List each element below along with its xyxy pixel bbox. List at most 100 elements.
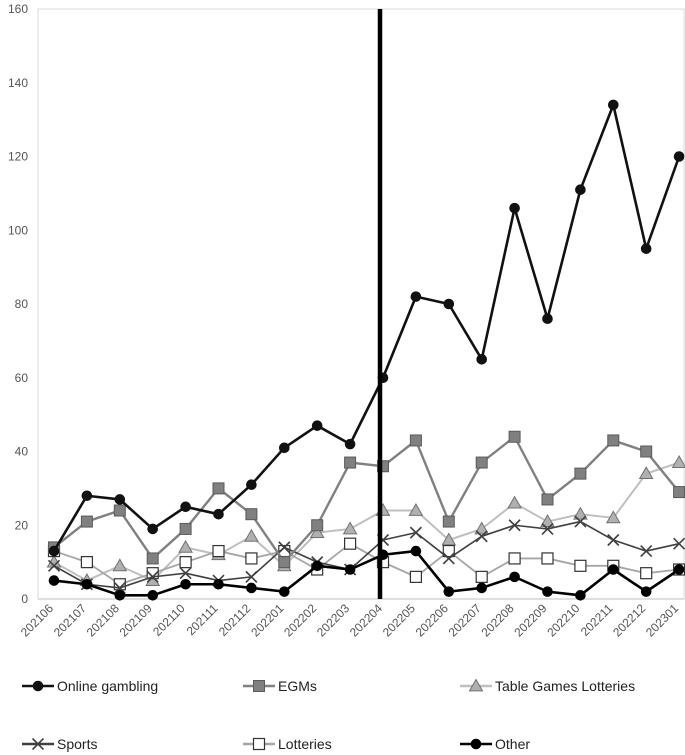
data-point-sports <box>574 515 587 528</box>
y-axis: 0 20 40 60 80 100 120 140 160 <box>8 2 28 606</box>
x-tick-label: 202112 <box>216 601 254 639</box>
data-point-lotteries <box>212 544 225 558</box>
data-point-egms <box>179 522 192 535</box>
data-point-lotteries <box>344 537 357 550</box>
data-point-online-gambling <box>279 442 290 454</box>
y-tick-label: 160 <box>8 2 28 16</box>
data-point-sports <box>508 519 521 532</box>
data-point-lotteries <box>80 556 94 569</box>
data-point-table-games-lotteries <box>244 528 259 542</box>
data-point-sports <box>47 559 61 572</box>
data-point-lotteries <box>113 578 126 591</box>
data-point-table-games-lotteries <box>112 558 128 572</box>
data-point-other <box>147 590 158 601</box>
data-point-sports <box>475 530 488 543</box>
x-tick-label: 202203 <box>314 601 352 639</box>
plot-frame <box>37 8 685 600</box>
data-point-table-games-lotteries <box>507 495 522 509</box>
data-point-online-gambling <box>509 202 520 214</box>
data-point-egms <box>574 467 587 480</box>
data-point-online-gambling <box>213 508 224 520</box>
y-tick-label: 140 <box>8 76 28 90</box>
data-point-table-games-lotteries <box>178 539 193 553</box>
x-tick-label: 202204 <box>347 601 385 639</box>
data-point-egms <box>607 434 620 447</box>
series-line-online-gambling <box>52 103 681 552</box>
data-point-egms <box>409 434 422 447</box>
data-point-online-gambling <box>246 479 257 490</box>
data-point-other <box>509 571 520 583</box>
series-line-other <box>53 549 680 597</box>
y-tick-label: 120 <box>8 150 28 164</box>
data-point-online-gambling <box>410 291 422 302</box>
data-point-other <box>640 586 652 597</box>
legend: Online gambling EGMs Table Games Lotteries… <box>22 678 635 752</box>
data-point-other <box>81 578 93 590</box>
legend-swatch-marker <box>470 738 482 750</box>
data-point-other <box>180 578 191 590</box>
data-point-lotteries <box>574 559 587 572</box>
data-point-lotteries <box>146 567 159 580</box>
legend-swatch-marker <box>468 678 484 692</box>
x-tick-label: 202106 <box>18 601 56 639</box>
data-point-table-games-lotteries <box>309 525 325 538</box>
data-point-egms <box>245 508 258 521</box>
x-tick-label: 202208 <box>479 601 517 639</box>
data-point-lotteries <box>508 552 521 565</box>
series-other <box>48 545 685 601</box>
x-tick-label: 202209 <box>511 601 549 639</box>
data-point-table-games-lotteries <box>46 554 62 568</box>
x-tick-label: 202301 <box>643 601 681 639</box>
legend-item-egms: EGMs <box>243 678 317 694</box>
data-point-other <box>311 560 323 572</box>
y-tick-label: 80 <box>15 297 29 311</box>
y-tick-label: 60 <box>15 371 29 385</box>
data-point-egms <box>673 486 685 499</box>
series-line-egms <box>53 435 681 564</box>
data-point-sports <box>607 533 620 547</box>
legend-item-sports: Sports <box>22 736 97 752</box>
x-tick-label: 202210 <box>544 601 582 639</box>
data-point-online-gambling <box>48 545 60 557</box>
data-point-egms <box>311 519 324 532</box>
legend-item-online-gambling: Online gambling <box>22 678 158 694</box>
data-point-egms <box>640 445 653 458</box>
x-tick-label: 202110 <box>150 601 188 639</box>
x-tick-label: 202111 <box>184 601 221 638</box>
legend-label: Other <box>495 736 530 752</box>
x-tick-label: 202212 <box>610 601 648 639</box>
legend-label: Lotteries <box>278 736 332 752</box>
data-point-lotteries <box>179 556 192 569</box>
legend-label: Online gambling <box>57 678 158 694</box>
data-point-egms <box>541 493 554 506</box>
data-point-online-gambling <box>476 354 488 365</box>
legend-label: Sports <box>57 736 97 752</box>
data-point-online-gambling <box>640 243 652 254</box>
data-point-sports <box>409 526 422 539</box>
data-point-egms <box>113 504 126 517</box>
data-point-sports <box>640 544 653 558</box>
x-tick-label: 202207 <box>446 601 484 639</box>
data-point-other <box>673 564 685 575</box>
data-point-online-gambling <box>344 438 356 450</box>
y-tick-label: 40 <box>15 445 29 459</box>
x-tick-label: 202211 <box>578 601 616 639</box>
legend-item-lotteries: Lotteries <box>243 736 332 752</box>
x-tick-label: 202109 <box>117 601 155 639</box>
data-point-other <box>246 582 257 594</box>
x-tick-label: 202201 <box>248 601 286 639</box>
data-point-egms <box>212 482 225 495</box>
x-tick-label: 202202 <box>281 601 319 639</box>
data-point-egms <box>377 460 389 473</box>
data-point-online-gambling <box>81 490 93 502</box>
series-layer <box>46 99 685 601</box>
data-point-other <box>476 582 488 594</box>
data-point-lotteries <box>640 567 653 580</box>
data-point-online-gambling <box>180 501 191 513</box>
legend-item-other: Other <box>460 736 530 752</box>
data-point-table-games-lotteries <box>474 521 490 535</box>
data-point-egms <box>508 430 521 443</box>
x-tick-label: 202205 <box>380 601 418 639</box>
data-point-other <box>542 586 553 597</box>
y-tick-label: 100 <box>8 223 28 237</box>
